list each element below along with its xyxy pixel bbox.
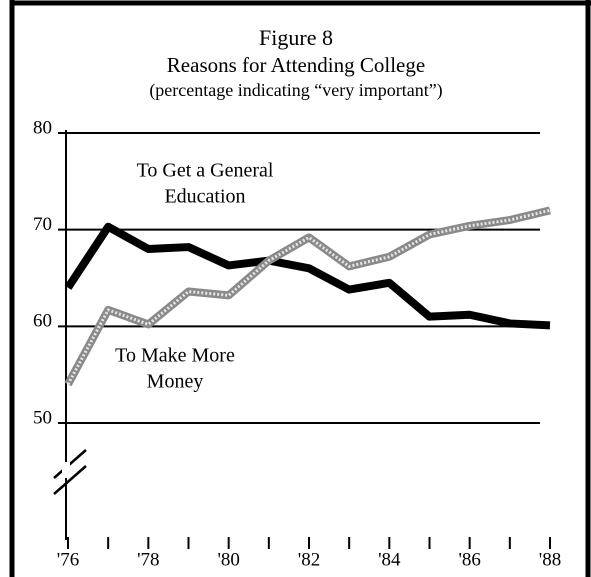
x-tick-label: '78 [137, 549, 159, 570]
chart-title: Figure 8 [259, 25, 333, 50]
x-tick-label: '76 [57, 549, 79, 570]
y-tick-label: 50 [33, 407, 52, 428]
y-tick-label: 80 [33, 117, 52, 138]
annotation: Education [164, 186, 245, 208]
y-tick-label: 70 [33, 214, 52, 235]
series-line-hatch [66, 208, 551, 386]
y-tick-label: 60 [33, 311, 52, 332]
annotation: To Get a General [137, 160, 274, 182]
x-tick-label: '82 [298, 549, 320, 570]
chart-subtitle: Reasons for Attending College [167, 53, 425, 77]
x-tick-label: '88 [539, 549, 561, 570]
annotation: Money [147, 371, 204, 393]
annotation: To Make More [115, 345, 235, 367]
x-tick-label: '80 [217, 549, 239, 570]
x-tick-label: '84 [378, 549, 401, 570]
axis-break [53, 465, 87, 495]
series-line [64, 222, 551, 330]
x-tick-label: '86 [458, 549, 480, 570]
axis-break-gap [62, 462, 70, 478]
chart-subtitle: (percentage indicating “very important”) [149, 80, 442, 101]
